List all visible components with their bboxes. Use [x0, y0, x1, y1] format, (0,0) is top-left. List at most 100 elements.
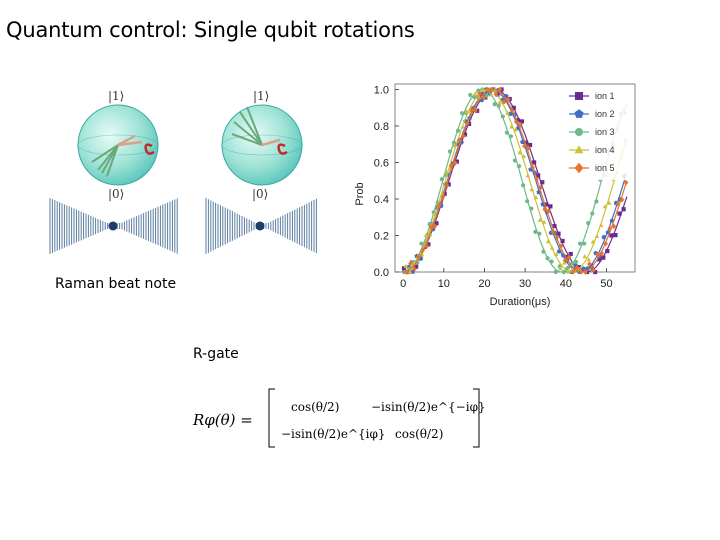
legend-marker	[574, 162, 584, 174]
data-point	[484, 93, 489, 98]
data-point	[513, 118, 519, 125]
data-point	[556, 231, 561, 236]
x-tick-label: 20	[478, 278, 490, 290]
data-point	[562, 257, 568, 264]
y-tick-label: 0.0	[374, 267, 389, 279]
data-point	[488, 92, 494, 97]
x-tick-label: 10	[438, 278, 450, 290]
data-point	[403, 263, 409, 268]
data-point	[586, 257, 592, 262]
data-point	[480, 87, 486, 92]
series-line	[403, 88, 628, 273]
data-point	[590, 239, 596, 244]
data-point	[497, 86, 503, 93]
data-point	[401, 266, 407, 271]
data-point	[464, 109, 470, 114]
data-point	[404, 269, 409, 275]
data-point	[560, 238, 565, 244]
data-point	[500, 114, 505, 119]
data-point	[452, 143, 457, 148]
data-point	[542, 206, 548, 212]
data-point	[477, 90, 482, 97]
data-point	[594, 233, 600, 239]
matrix-m21: −isin(θ/2)e^{iφ}	[281, 427, 386, 441]
data-point	[505, 96, 511, 103]
data-point	[517, 150, 522, 155]
data-point	[465, 120, 470, 127]
x-tick-label: 0	[400, 278, 406, 290]
data-point	[590, 211, 595, 216]
data-point	[591, 267, 596, 273]
y-tick-label: 1.0	[374, 84, 389, 96]
data-point	[593, 269, 598, 275]
ket0-label-left: |0⟩	[108, 187, 124, 201]
data-point	[536, 173, 541, 178]
data-point	[538, 184, 543, 191]
data-point	[424, 243, 430, 250]
x-axis-label: Duration(μs)	[490, 296, 551, 308]
data-point	[509, 107, 515, 114]
data-point	[527, 142, 533, 148]
x-tick-label: 50	[600, 278, 612, 290]
y-tick-label: 0.2	[374, 230, 389, 242]
data-point	[519, 119, 525, 124]
data-point	[504, 130, 509, 135]
data-point	[481, 95, 486, 101]
data-point	[523, 140, 529, 145]
data-point	[553, 269, 558, 275]
data-point	[537, 217, 543, 222]
data-point	[460, 124, 466, 129]
data-point	[444, 169, 449, 174]
data-point	[541, 249, 546, 254]
data-point	[597, 257, 602, 262]
matrix-m12: −isin(θ/2)e^{−iφ}	[371, 400, 486, 414]
beat-note-left	[49, 198, 178, 254]
slide-title: Quantum control: Single qubit rotations	[6, 18, 415, 42]
bloch-illustrations: |1⟩ |0⟩ |1⟩ |0⟩	[49, 89, 317, 254]
data-point	[496, 103, 501, 108]
data-point	[522, 143, 527, 149]
data-point	[537, 231, 542, 236]
data-point	[611, 223, 617, 230]
legend-label: ion 5	[595, 163, 615, 173]
y-tick-label: 0.8	[374, 121, 389, 133]
bloch-sphere-right: |1⟩ |0⟩	[221, 89, 303, 201]
y-tick-label: 0.6	[374, 157, 389, 169]
data-point	[419, 241, 424, 246]
legend-marker	[575, 92, 583, 100]
data-point	[568, 251, 573, 257]
data-point	[594, 199, 599, 204]
formula-lhs: Rφ(θ) =	[192, 411, 253, 429]
data-point	[549, 245, 555, 250]
data-point	[414, 264, 419, 269]
series-line	[403, 88, 628, 273]
data-point	[541, 219, 547, 224]
plot-frame	[394, 83, 636, 273]
data-point	[505, 110, 510, 115]
data-point	[455, 128, 461, 133]
data-point	[599, 250, 604, 256]
data-point	[602, 204, 608, 209]
data-point	[613, 233, 618, 238]
legend-label: ion 1	[595, 91, 615, 101]
data-point	[442, 191, 447, 196]
data-point	[444, 182, 450, 189]
data-point	[493, 91, 499, 97]
data-point	[545, 239, 551, 244]
data-point	[507, 111, 513, 116]
data-point	[623, 179, 629, 186]
matrix-m11: cos(θ/2)	[291, 400, 339, 414]
data-point	[586, 221, 591, 226]
x-tick-label: 40	[560, 278, 572, 290]
data-point	[511, 105, 516, 110]
legend-marker	[575, 128, 583, 136]
data-point	[525, 199, 530, 204]
data-point	[562, 260, 567, 265]
data-point	[432, 223, 438, 229]
data-point	[512, 158, 518, 163]
ket1-label-right: |1⟩	[253, 89, 269, 103]
legend-marker	[574, 109, 584, 118]
data-point	[540, 180, 545, 185]
data-point	[578, 269, 584, 275]
data-point	[516, 164, 522, 169]
